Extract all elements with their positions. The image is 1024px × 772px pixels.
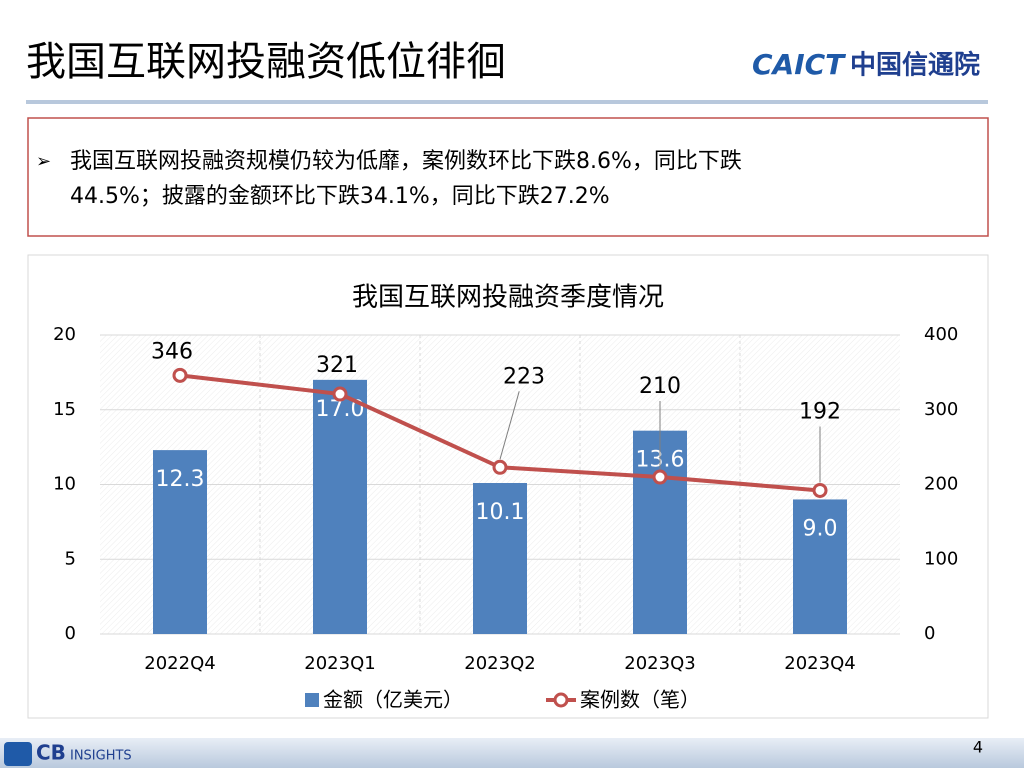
summary-line: 44.5%；披露的金额环比下跌34.1%，同比下跌27.2% <box>70 184 610 209</box>
summary-box <box>27 117 989 237</box>
bar <box>473 483 527 634</box>
line-marker <box>332 386 348 402</box>
bar <box>153 450 207 634</box>
y2-tick-label: 200 <box>924 474 958 495</box>
y-tick-label: 0 <box>65 623 76 644</box>
legend-swatch <box>553 692 569 708</box>
logo-brand: CAICT <box>752 48 846 81</box>
cb-logo-icon <box>4 742 32 766</box>
y2-tick-label: 300 <box>924 399 958 420</box>
x-tick-label: 2023Q2 <box>464 653 535 674</box>
bar-value-label: 9.0 <box>803 516 838 541</box>
y-tick-label: 15 <box>53 399 76 420</box>
bar <box>793 499 847 634</box>
x-tick-label: 2022Q4 <box>144 653 215 674</box>
line-marker <box>652 469 668 485</box>
page-number: 4 <box>973 738 983 757</box>
footer-band <box>0 738 1024 768</box>
slide-title: 我国互联网投融资低位徘徊 <box>26 39 506 85</box>
line-value-label: 192 <box>799 399 841 424</box>
line-marker <box>812 482 828 498</box>
y2-tick-label: 400 <box>924 324 958 345</box>
legend-label: 金额（亿美元） <box>323 688 463 712</box>
y-tick-label: 10 <box>53 474 76 495</box>
bar-value-label: 10.1 <box>476 500 525 525</box>
bar <box>313 379 367 634</box>
line-marker <box>492 459 508 475</box>
x-tick-label: 2023Q4 <box>784 653 855 674</box>
bullet: ➢ <box>36 151 51 172</box>
bar-value-label: 12.3 <box>156 467 205 492</box>
line-value-label: 321 <box>316 353 358 378</box>
cb-logo-name: INSIGHTS <box>70 749 132 764</box>
y-tick-label: 20 <box>53 324 76 345</box>
x-tick-label: 2023Q3 <box>624 653 695 674</box>
line-value-label: 346 <box>151 339 193 364</box>
summary-line: 我国互联网投融资规模仍较为低靡，案例数环比下跌8.6%，同比下跌 <box>70 149 742 174</box>
line-marker <box>172 367 188 383</box>
y2-tick-label: 100 <box>924 548 958 569</box>
legend-swatch <box>305 693 319 707</box>
x-tick-label: 2023Q1 <box>304 653 375 674</box>
chart-title: 我国互联网投融资季度情况 <box>352 283 664 313</box>
y-tick-label: 5 <box>65 548 76 569</box>
legend-label: 案例数（笔） <box>580 688 700 712</box>
y2-tick-label: 0 <box>924 623 935 644</box>
line-value-label: 210 <box>639 374 681 399</box>
line-value-label: 223 <box>503 364 545 389</box>
cb-logo-brand: CB <box>36 741 66 765</box>
leader-line <box>499 391 520 460</box>
logo-name: 中国信通院 <box>850 50 980 81</box>
title-rule <box>26 100 988 104</box>
